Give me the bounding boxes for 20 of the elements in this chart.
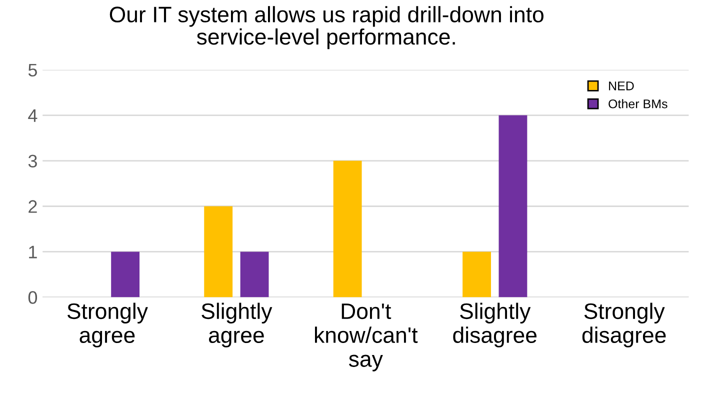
x-tick-label: Strongly agree xyxy=(67,302,148,348)
chart-title: Our IT system allows us rapid drill-down into service-level performance. xyxy=(110,6,544,50)
y-tick-label: 3 xyxy=(28,154,37,168)
y-tick-label: 5 xyxy=(28,64,37,77)
x-tick-label: Slightly agree xyxy=(202,302,272,348)
y-tick-label: 0 xyxy=(28,291,38,304)
legend-label: Other BMs xyxy=(608,99,668,108)
x-tick-label: Strongly disagree xyxy=(582,302,666,348)
y-tick-label: 1 xyxy=(29,246,37,258)
x-tick-label: Don't know/can't say xyxy=(315,304,418,372)
y-tick-label: 2 xyxy=(28,200,37,213)
bar xyxy=(498,115,528,298)
bar xyxy=(462,252,491,298)
bar xyxy=(240,252,269,298)
y-tick-label: 4 xyxy=(28,109,38,122)
bar xyxy=(204,206,233,298)
bar xyxy=(333,160,362,298)
legend-label: NED xyxy=(609,82,634,90)
bar xyxy=(111,252,140,298)
x-tick-label: Slightly disagree xyxy=(453,302,537,348)
